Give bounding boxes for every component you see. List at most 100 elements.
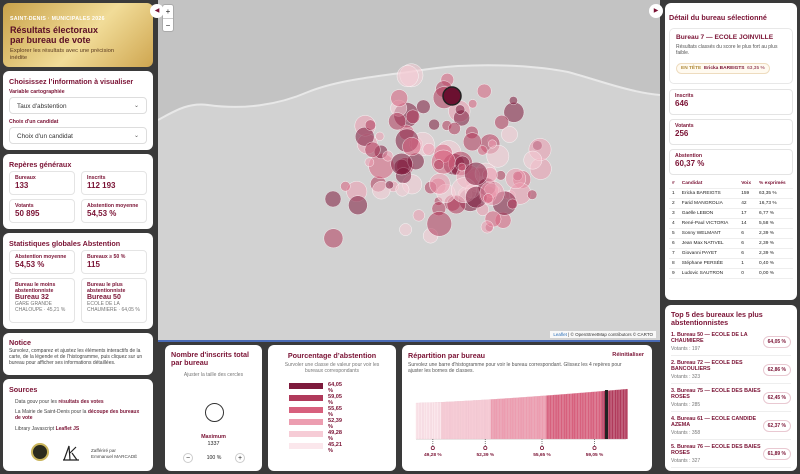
histogram-bar[interactable] (540, 395, 542, 440)
collapse-right-button[interactable]: ▶ (649, 4, 663, 18)
histogram-bar[interactable] (474, 400, 477, 440)
histogram-marker-handle[interactable] (483, 446, 488, 451)
bureau-circle[interactable] (399, 223, 412, 236)
selected-bureau-marker[interactable] (442, 86, 462, 106)
bureau-circle[interactable] (364, 157, 375, 167)
histogram-bar[interactable] (555, 394, 558, 440)
bureau-circle[interactable] (527, 189, 538, 200)
histogram-bar[interactable] (571, 393, 574, 440)
histogram-bar[interactable] (543, 395, 545, 440)
histogram-bar[interactable] (562, 394, 565, 440)
size-plus-button[interactable]: + (235, 453, 245, 463)
bureau-circle[interactable] (426, 211, 452, 237)
histogram-bar[interactable] (481, 399, 483, 440)
histogram-bar[interactable] (425, 402, 428, 440)
bureau-circle[interactable] (507, 198, 518, 210)
variable-select[interactable]: Taux d'abstention ⌄ (9, 97, 147, 114)
bureau-circle[interactable] (364, 141, 381, 158)
histogram-bar[interactable] (584, 392, 587, 440)
top5-item[interactable]: 2. Bureau 72 — ECOLE DES BANCOULIERS Vota… (671, 358, 791, 384)
histogram-bar[interactable] (538, 395, 541, 440)
leaflet-link[interactable]: Leaflet (553, 332, 567, 337)
bureau-circle[interactable] (468, 99, 478, 109)
bureau-circle[interactable] (457, 162, 467, 172)
histogram-bar[interactable] (509, 398, 512, 440)
histogram-bar[interactable] (592, 391, 595, 440)
histogram-bar[interactable] (493, 399, 496, 440)
bureau-circle[interactable] (448, 122, 461, 135)
histogram-bar[interactable] (527, 396, 530, 440)
histogram-bar[interactable] (617, 389, 620, 440)
bureau-circle[interactable] (480, 220, 494, 234)
histogram-bar[interactable] (428, 402, 431, 440)
histogram-bar[interactable] (458, 401, 461, 440)
histogram-marker-handle[interactable] (430, 446, 435, 451)
histogram-bar[interactable] (514, 397, 517, 440)
bureau-circle[interactable] (323, 228, 344, 249)
bureau-circle[interactable] (395, 182, 410, 197)
histogram-bar[interactable] (435, 402, 437, 440)
histogram-bar[interactable] (530, 396, 533, 440)
source-link-decoupe[interactable]: découpe des bureaux de vote (15, 409, 140, 421)
collapse-left-button[interactable]: ◀ (150, 4, 164, 18)
histogram-bar[interactable] (487, 399, 490, 440)
histogram-bar[interactable] (586, 392, 588, 440)
bureau-circle[interactable] (486, 144, 510, 168)
histogram-bar[interactable] (614, 389, 617, 440)
top5-item[interactable]: 3. Bureau 75 — ECOLE DES BAIES ROSES Vota… (671, 386, 791, 412)
histogram-bar[interactable] (559, 394, 561, 440)
histogram-bar[interactable] (439, 402, 442, 440)
histogram-bar[interactable] (616, 389, 619, 440)
histogram-chart[interactable]: 49,28 % 52,39 % 55,65 % 59,05 % (402, 381, 652, 471)
bureau-circle[interactable] (412, 209, 425, 222)
bureau-circle[interactable] (428, 118, 440, 131)
histogram-bar[interactable] (431, 402, 434, 440)
histogram-bar[interactable] (505, 398, 507, 440)
histogram-bar[interactable] (508, 398, 510, 440)
bureau-circle[interactable] (487, 139, 497, 149)
bureau-circle[interactable] (364, 119, 376, 131)
histogram-bar[interactable] (419, 402, 421, 440)
histogram-bar[interactable] (466, 400, 469, 440)
bureau-circle[interactable] (483, 193, 494, 204)
bureau-circle[interactable] (405, 109, 421, 124)
histogram-bar[interactable] (602, 390, 604, 440)
histogram-bar[interactable] (524, 397, 526, 440)
bureau-circle[interactable] (523, 150, 543, 170)
histogram-bar[interactable] (528, 396, 531, 440)
bureau-circle[interactable] (433, 159, 445, 170)
bureau-circle[interactable] (390, 153, 413, 176)
histogram-bar[interactable] (471, 400, 474, 440)
histogram-bar[interactable] (446, 401, 448, 440)
histogram-reset-button[interactable]: Réinitialiser (612, 352, 644, 358)
bureau-circle[interactable] (479, 180, 505, 206)
bureau-circles[interactable] (323, 63, 552, 249)
histogram-bar[interactable] (608, 390, 611, 440)
map-view[interactable]: + − Leaflet | © OpenStreetMap contributo… (158, 0, 660, 340)
histogram-bar[interactable] (611, 390, 614, 440)
histogram-bar[interactable] (452, 401, 455, 440)
bureau-circle[interactable] (348, 195, 368, 215)
map-canvas[interactable] (158, 0, 660, 340)
histogram-bar[interactable] (570, 393, 572, 440)
histogram-bar[interactable] (463, 400, 466, 440)
histogram-bar[interactable] (482, 399, 485, 440)
histogram-bar[interactable] (610, 390, 612, 440)
source-link-votes[interactable]: résultats des votes (58, 399, 104, 405)
source-link-leaflet[interactable]: Leaflet JS (55, 426, 80, 432)
histogram-bar[interactable] (600, 391, 603, 440)
bureau-circle[interactable] (501, 126, 518, 143)
histogram-bar[interactable] (503, 398, 506, 440)
bureau-circle[interactable] (476, 83, 492, 99)
histogram-bar[interactable] (597, 391, 600, 440)
histogram-marker-handle[interactable] (592, 446, 597, 451)
histogram-bar[interactable] (457, 401, 460, 440)
histogram-bar[interactable] (546, 395, 549, 440)
histogram-bar[interactable] (462, 400, 464, 440)
histogram-bar[interactable] (547, 395, 550, 440)
histogram-bar[interactable] (567, 393, 569, 440)
bureau-circle[interactable] (324, 190, 342, 208)
histogram-bar[interactable] (624, 389, 627, 440)
bureau-circle[interactable] (477, 145, 488, 156)
bureau-circle[interactable] (462, 132, 482, 152)
